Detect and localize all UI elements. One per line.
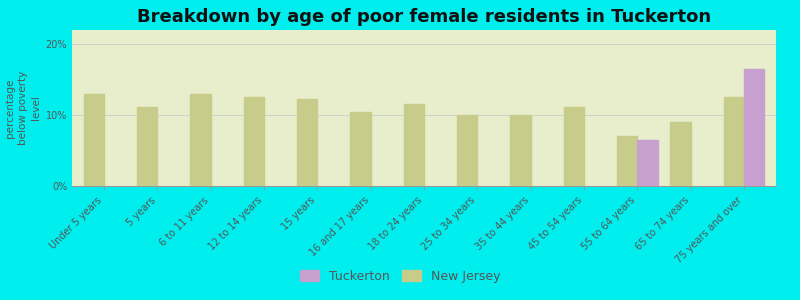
Bar <box>510 115 530 186</box>
Bar <box>190 94 210 186</box>
Bar <box>744 69 764 186</box>
Bar <box>297 99 318 186</box>
Title: Breakdown by age of poor female residents in Tuckerton: Breakdown by age of poor female resident… <box>137 8 711 26</box>
Bar <box>84 94 104 186</box>
Bar <box>350 112 370 186</box>
Bar <box>638 140 658 186</box>
Legend: Tuckerton, New Jersey: Tuckerton, New Jersey <box>295 265 505 288</box>
Bar <box>564 106 584 186</box>
Y-axis label: percentage
below poverty
level: percentage below poverty level <box>5 71 42 145</box>
Bar <box>404 104 424 186</box>
Bar <box>137 106 158 186</box>
Bar <box>617 136 638 186</box>
Bar <box>457 115 478 186</box>
Bar <box>670 122 690 186</box>
Bar <box>724 98 744 186</box>
Bar <box>244 98 264 186</box>
